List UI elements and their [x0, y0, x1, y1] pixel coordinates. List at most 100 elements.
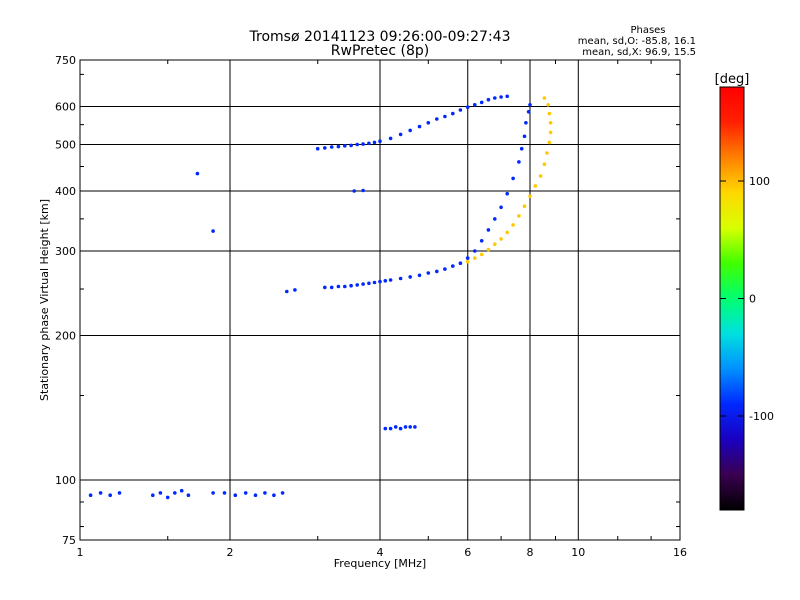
data-point: [528, 194, 532, 199]
grid: [80, 60, 680, 540]
data-point: [151, 493, 155, 498]
data-point: [505, 94, 510, 99]
data-point: [408, 425, 413, 429]
data-point: [117, 491, 122, 495]
data-point: [349, 283, 353, 288]
y-tick-label: 400: [55, 185, 76, 198]
data-point: [343, 284, 347, 289]
data-point: [547, 111, 552, 116]
data-point: [479, 252, 484, 257]
data-point: [323, 285, 327, 290]
data-point: [355, 283, 360, 287]
data-point: [465, 105, 470, 109]
data-point: [388, 426, 393, 431]
plot-frame: [79, 59, 681, 541]
x-tick-label: 8: [527, 546, 534, 559]
data-point: [524, 121, 528, 125]
axis-ticks: 1 2 4 6 8 10 16 75 100 200 300 400 500 600 750: [55, 54, 687, 559]
data-point: [272, 493, 276, 498]
data-point: [398, 426, 403, 431]
y-tick-label: 750: [55, 54, 76, 67]
data-point: [479, 239, 484, 243]
data-point: [426, 271, 431, 275]
data-point: [355, 142, 360, 147]
chart-subtitle: RwPretec (8p): [331, 43, 429, 59]
data-point: [443, 267, 447, 271]
data-point: [546, 103, 550, 107]
data-point: [393, 425, 398, 429]
colorbar: [deg] 100 0 -100: [715, 72, 774, 511]
x-tick-label: 10: [571, 546, 585, 559]
data-point: [526, 110, 531, 114]
y-tick-label: 200: [55, 330, 76, 343]
data-point: [499, 237, 503, 241]
chart-header: Tromsø 20141123 09:26:00-09:27:43 RwPret…: [249, 25, 696, 59]
data-point: [388, 136, 393, 141]
data-point: [522, 204, 527, 208]
data-point: [493, 96, 497, 100]
data-point: [548, 130, 553, 135]
data-point: [473, 249, 477, 253]
data-point: [458, 261, 463, 266]
data-point: [383, 426, 388, 431]
data-point: [315, 146, 320, 151]
data-point: [361, 282, 365, 286]
y-tick-label: 100: [55, 474, 76, 487]
data-point: [372, 280, 377, 285]
data-point: [505, 191, 510, 196]
y-tick-label: 300: [55, 245, 76, 258]
x-tick-label: 16: [673, 546, 687, 559]
chart-title: Tromsø 20141123 09:26:00-09:27:43: [249, 29, 511, 45]
data-point: [435, 117, 439, 121]
data-point: [499, 205, 503, 210]
data-point: [323, 146, 327, 150]
data-point: [398, 276, 403, 281]
x-axis-label: Frequency [MHz]: [334, 557, 426, 570]
data-point: [417, 273, 422, 278]
data-point: [458, 108, 463, 112]
data-point: [186, 493, 191, 498]
data-point: [542, 162, 547, 166]
data-point: [451, 264, 455, 268]
data-point: [528, 103, 532, 107]
data-point: [383, 279, 388, 283]
data-point: [413, 425, 417, 429]
data-point: [361, 142, 365, 146]
data-point: [479, 100, 484, 105]
x-tick-label: 2: [227, 546, 234, 559]
colorbar-label: [deg]: [715, 72, 750, 87]
data-point: [343, 144, 347, 148]
data-point: [547, 140, 552, 145]
data-point: [548, 121, 553, 125]
data-point: [372, 140, 377, 145]
data-point: [473, 256, 477, 260]
x-tick-label: 4: [377, 546, 384, 559]
data-points: [88, 94, 553, 500]
data-point: [211, 491, 215, 495]
x-tick-label: 6: [464, 546, 471, 559]
data-point: [542, 96, 547, 100]
data-point: [349, 143, 353, 148]
data-point: [505, 230, 510, 235]
data-point: [465, 259, 470, 264]
data-point: [493, 242, 497, 246]
data-point: [417, 124, 422, 129]
data-point: [233, 493, 238, 498]
data-point: [329, 145, 334, 149]
data-point: [486, 228, 491, 232]
data-point: [285, 289, 289, 294]
data-point: [243, 491, 248, 495]
data-point: [443, 114, 447, 119]
data-point: [533, 184, 538, 188]
data-point: [253, 493, 258, 498]
data-point: [98, 491, 103, 495]
data-point: [195, 171, 200, 176]
data-point: [408, 275, 413, 279]
data-point: [173, 491, 177, 495]
stats-heading: Phases: [630, 25, 665, 36]
data-point: [517, 214, 521, 218]
colorbar-tick-label: 0: [749, 293, 756, 306]
data-point: [426, 121, 431, 125]
x-tick-label: 1: [77, 546, 84, 559]
